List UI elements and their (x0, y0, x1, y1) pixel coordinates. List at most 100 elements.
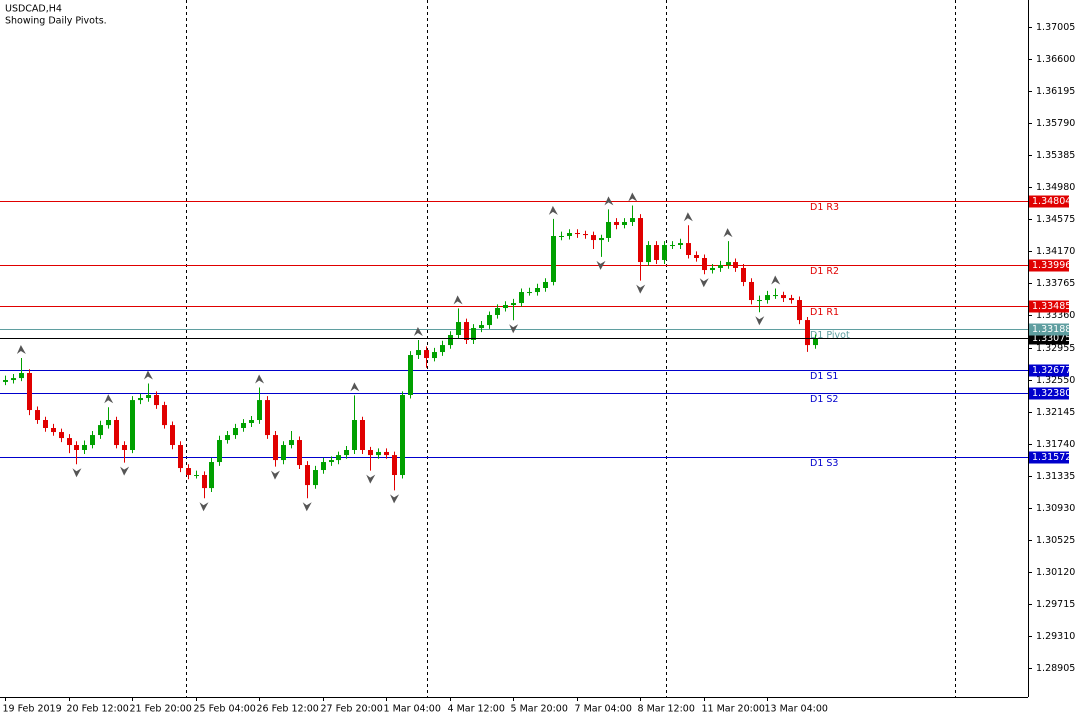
candle-body (797, 300, 802, 321)
x-tick-label: 11 Mar 20:00 (702, 704, 765, 715)
y-tick-label: 1.32145 (1036, 407, 1075, 418)
candle-body (122, 445, 127, 450)
fractal-down (120, 466, 130, 476)
candle-body (654, 245, 659, 260)
pivot-price-box (1029, 323, 1069, 336)
candle-body (432, 352, 437, 359)
candle-body (448, 335, 453, 346)
candle-body (678, 243, 683, 246)
candle-body (336, 455, 341, 461)
y-tick-label: 1.29715 (1036, 599, 1075, 610)
y-tick-label: 1.30120 (1036, 567, 1075, 578)
candle-body (90, 435, 95, 446)
candle-body (368, 449, 373, 456)
candle-body (686, 243, 691, 255)
candle-body (670, 245, 675, 247)
candle-body (360, 420, 365, 450)
candle-body (575, 232, 580, 235)
candle-body (35, 410, 40, 421)
pivot-name: D1 S1 (810, 371, 838, 382)
fractal-up (771, 275, 781, 285)
fractal-down (390, 494, 400, 504)
y-tick-label: 1.34980 (1036, 182, 1075, 193)
candle-body (591, 235, 596, 241)
candle-body (789, 298, 794, 301)
candle-body (630, 218, 635, 222)
candle-body (464, 322, 469, 340)
candle-body (289, 440, 294, 446)
candle-body (194, 475, 199, 477)
fractal-down (199, 502, 209, 512)
pivot-name: D1 S2 (810, 394, 838, 405)
candle-body (622, 221, 627, 225)
candle-body (718, 265, 723, 268)
fractal-down (366, 474, 376, 484)
candle-body (225, 435, 230, 441)
candle-body (154, 394, 159, 406)
pivot-price-box (1029, 387, 1069, 400)
pivot-price-box (1029, 451, 1069, 464)
candle-body (130, 400, 135, 450)
candle-body (543, 281, 548, 288)
fractal-down (302, 502, 312, 512)
candle-body (19, 372, 24, 379)
pivot-price-label: 1.31572 (1032, 452, 1071, 463)
candle-body (702, 258, 707, 271)
candle-body (265, 400, 270, 436)
x-tick-label: 4 Mar 12:00 (448, 704, 505, 715)
fractal-up (548, 205, 558, 215)
y-tick-label: 1.34170 (1036, 246, 1075, 257)
candle-body (297, 440, 302, 466)
fractal-up (413, 326, 423, 336)
y-tick-label: 1.34575 (1036, 214, 1075, 225)
fractal-down (636, 284, 646, 294)
candle-body (305, 465, 310, 486)
y-tick-label: 1.30930 (1036, 503, 1075, 514)
x-tick-label: 5 Mar 20:00 (511, 704, 568, 715)
candle-body (614, 221, 619, 225)
candle-body (257, 400, 262, 421)
x-tick-label: 1 Mar 04:00 (384, 704, 441, 715)
candle-body (503, 305, 508, 309)
fractal-up (604, 196, 614, 206)
candle-body (813, 338, 818, 346)
candle-body (376, 451, 381, 456)
candle-body (344, 449, 349, 456)
candle-body (178, 445, 183, 469)
candle-body (757, 300, 762, 302)
candle-body (43, 420, 48, 428)
y-tick-label: 1.35385 (1036, 150, 1075, 161)
candle-body (313, 470, 318, 486)
candle-body (527, 292, 532, 294)
chart-subtitle: Showing Daily Pivots. (5, 16, 107, 27)
candle-body (599, 237, 604, 241)
pivot-price-box (1029, 300, 1069, 313)
candle-body (241, 423, 246, 428)
fractal-up (723, 228, 733, 238)
candle-body (82, 445, 87, 450)
pivot-price-label: 1.32677 (1032, 365, 1071, 376)
y-tick-label: 1.33360 (1036, 310, 1075, 321)
fractal-down (509, 324, 519, 334)
pivot-price-box (1029, 259, 1069, 272)
candle-body (281, 445, 286, 461)
candle-body (749, 281, 754, 301)
candle-body (638, 218, 643, 263)
candle-body (733, 262, 738, 268)
fractal-up (683, 212, 693, 222)
candle-body (694, 254, 699, 259)
x-tick-label: 26 Feb 12:00 (257, 704, 319, 715)
candle-body (162, 405, 167, 426)
chart-title: USDCAD,H4 (5, 4, 62, 15)
x-tick-label: 20 Feb 12:00 (67, 704, 129, 715)
x-tick-label: 13 Mar 04:00 (765, 704, 828, 715)
pivot-price-box (1029, 364, 1069, 377)
y-tick-label: 1.28905 (1036, 663, 1075, 674)
fractal-up (16, 345, 26, 355)
y-tick-label: 1.33765 (1036, 278, 1075, 289)
fractal-up (143, 370, 153, 380)
candle-body (273, 435, 278, 461)
y-tick-label: 1.36600 (1036, 54, 1075, 65)
fractal-up (628, 192, 638, 202)
